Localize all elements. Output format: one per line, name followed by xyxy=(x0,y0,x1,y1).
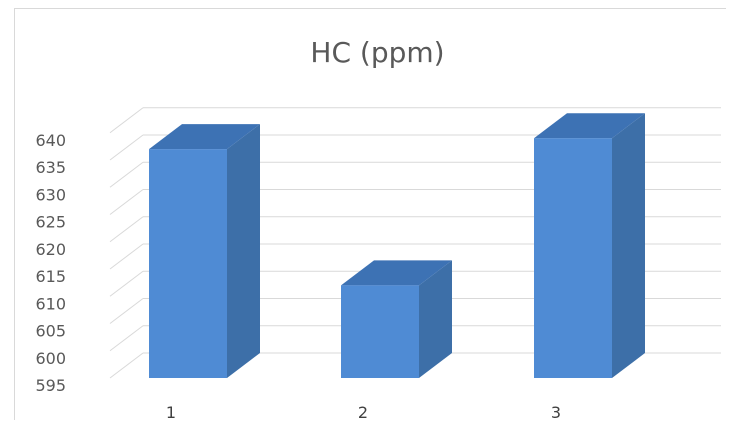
y-tick-label: 640 xyxy=(35,131,66,150)
gridline-wall xyxy=(109,216,144,243)
y-tick-label: 605 xyxy=(35,322,66,341)
bar-side-face xyxy=(419,260,452,378)
chart-frame xyxy=(14,8,726,420)
bar-layer xyxy=(149,113,645,378)
gridline-wall xyxy=(109,352,144,379)
bar-top-face xyxy=(341,260,452,286)
x-category-label: 3 xyxy=(551,403,561,422)
gridline-wall xyxy=(109,270,144,297)
gridline-wall xyxy=(109,134,144,161)
y-tick-label: 615 xyxy=(35,267,66,286)
bar-front-face xyxy=(149,149,227,378)
y-tick-label: 620 xyxy=(35,240,66,259)
bar-front-face xyxy=(534,138,612,378)
bar-2 xyxy=(341,260,452,378)
bar-side-face xyxy=(227,124,260,378)
x-category-label: 1 xyxy=(166,403,176,422)
x-axis-categories: 1 2 3 xyxy=(166,403,561,422)
y-tick-label: 630 xyxy=(35,185,66,204)
chart-title: HC (ppm) xyxy=(310,36,445,69)
gridline-wall xyxy=(109,161,144,188)
bar-top-face xyxy=(534,113,645,139)
gridline-wall xyxy=(109,243,144,270)
y-tick-label: 610 xyxy=(35,294,66,313)
x-category-label: 2 xyxy=(358,403,368,422)
bar-front-face xyxy=(341,285,419,378)
y-tick-label: 625 xyxy=(35,213,66,232)
y-tick-label: 600 xyxy=(35,349,66,368)
y-axis-ticks: 640 635 630 625 620 615 610 605 600 595 xyxy=(35,131,66,395)
bar-top-face xyxy=(149,124,260,150)
bar-3 xyxy=(534,113,645,378)
gridline-wall xyxy=(109,298,144,324)
bar-1 xyxy=(149,124,260,378)
y-tick-label: 635 xyxy=(35,158,66,177)
gridline-wall xyxy=(109,189,144,215)
gridline-wall xyxy=(109,325,144,352)
bar-side-face xyxy=(612,113,645,378)
y-tick-label: 595 xyxy=(35,376,66,395)
gridline-wall xyxy=(109,107,144,134)
